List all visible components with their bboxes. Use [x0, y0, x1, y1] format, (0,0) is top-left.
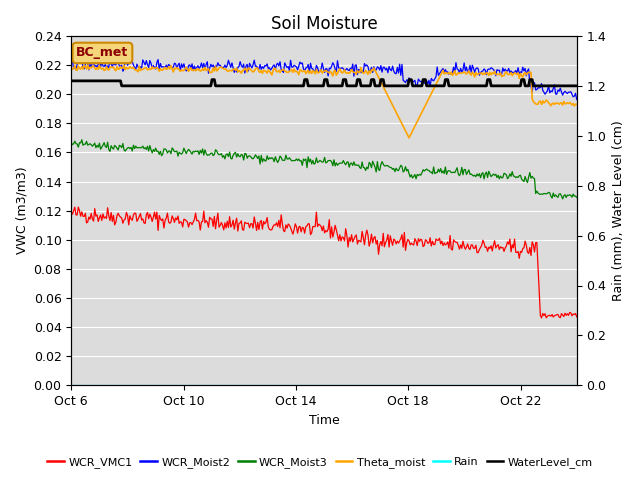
- WCR_VMC1: [74, 204, 82, 210]
- WCR_Moist2: [458, 69, 466, 75]
- Theta_moist: [108, 64, 115, 70]
- WCR_VMC1: [468, 242, 476, 248]
- WCR_VMC1: [108, 210, 115, 216]
- WCR_Moist2: [573, 96, 580, 102]
- WCR_Moist2: [362, 63, 369, 69]
- Line: WaterLevel_cm: WaterLevel_cm: [71, 80, 577, 86]
- WCR_Moist2: [419, 77, 427, 83]
- WCR_Moist3: [532, 191, 540, 196]
- Theta_moist: [533, 101, 541, 107]
- WCR_VMC1: [419, 244, 427, 250]
- WCR_VMC1: [538, 315, 545, 321]
- WaterLevel_cm: [208, 77, 216, 83]
- WCR_Moist2: [468, 62, 476, 68]
- Rain: [67, 383, 75, 388]
- WaterLevel_cm: [470, 83, 477, 89]
- Y-axis label: Rain (mm), Water Level (cm): Rain (mm), Water Level (cm): [612, 120, 625, 301]
- WaterLevel_cm: [67, 78, 75, 84]
- WCR_Moist2: [532, 87, 540, 93]
- Theta_moist: [362, 68, 369, 73]
- WCR_Moist3: [78, 137, 86, 143]
- WCR_Moist3: [458, 164, 466, 170]
- WCR_Moist2: [127, 53, 135, 59]
- Line: WCR_Moist2: WCR_Moist2: [71, 56, 577, 99]
- WaterLevel_cm: [106, 78, 114, 84]
- WCR_Moist3: [573, 194, 580, 200]
- WCR_Moist3: [67, 140, 75, 146]
- Theta_moist: [67, 66, 75, 72]
- X-axis label: Time: Time: [308, 414, 339, 427]
- WCR_VMC1: [362, 232, 369, 238]
- WaterLevel_cm: [573, 83, 580, 89]
- Y-axis label: VWC (m3/m3): VWC (m3/m3): [15, 167, 28, 254]
- Rain: [418, 383, 426, 388]
- Rain: [457, 383, 465, 388]
- Line: Theta_moist: Theta_moist: [71, 65, 577, 138]
- Rain: [360, 383, 368, 388]
- Rain: [531, 383, 538, 388]
- Theta_moist: [573, 102, 580, 108]
- Text: BC_met: BC_met: [76, 47, 129, 60]
- WCR_Moist3: [468, 172, 476, 178]
- Theta_moist: [405, 135, 413, 141]
- WCR_VMC1: [67, 208, 75, 214]
- WCR_Moist3: [419, 167, 427, 173]
- Theta_moist: [84, 62, 92, 68]
- WCR_VMC1: [532, 240, 540, 246]
- WCR_VMC1: [573, 314, 580, 320]
- Theta_moist: [470, 71, 477, 77]
- WCR_Moist2: [106, 56, 114, 61]
- WaterLevel_cm: [118, 83, 125, 89]
- WaterLevel_cm: [533, 83, 541, 89]
- Rain: [106, 383, 114, 388]
- WCR_Moist3: [108, 143, 115, 149]
- Line: WCR_Moist3: WCR_Moist3: [71, 140, 577, 199]
- Theta_moist: [459, 70, 467, 75]
- WaterLevel_cm: [363, 83, 371, 89]
- Rain: [467, 383, 475, 388]
- Title: Soil Moisture: Soil Moisture: [271, 15, 378, 33]
- Legend: WCR_VMC1, WCR_Moist2, WCR_Moist3, Theta_moist, Rain, WaterLevel_cm: WCR_VMC1, WCR_Moist2, WCR_Moist3, Theta_…: [43, 452, 597, 472]
- Theta_moist: [420, 105, 428, 110]
- Rain: [573, 383, 580, 388]
- Line: WCR_VMC1: WCR_VMC1: [71, 207, 577, 318]
- WCR_Moist3: [362, 168, 369, 173]
- WaterLevel_cm: [420, 77, 428, 83]
- WCR_Moist2: [67, 59, 75, 64]
- WCR_VMC1: [458, 245, 466, 251]
- WCR_Moist3: [559, 196, 566, 202]
- WaterLevel_cm: [459, 83, 467, 89]
